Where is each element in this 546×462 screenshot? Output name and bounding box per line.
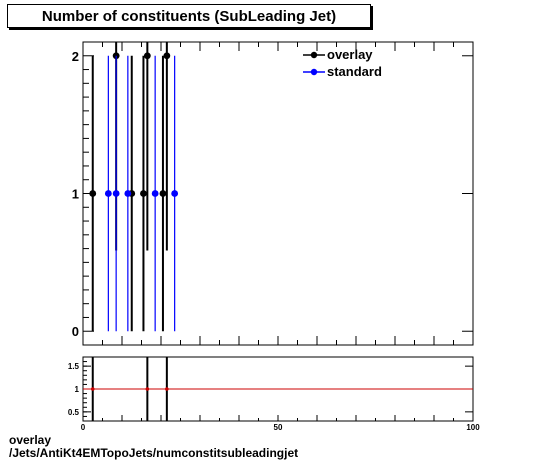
series-overlay: [89, 42, 171, 332]
ratio-point: [165, 387, 169, 391]
standard-point: [151, 190, 159, 197]
standard-point: [171, 190, 179, 197]
main-y-tick-label: 1: [72, 187, 79, 202]
series-standard: [104, 55, 179, 332]
legend-overlay-marker: [310, 51, 318, 59]
title-box: Number of constituents (SubLeading Jet): [7, 4, 371, 28]
standard-point: [124, 190, 132, 197]
overlay-point: [163, 52, 171, 60]
legend-standard-marker: [310, 68, 318, 76]
ratio-y-tick-label: 1.5: [68, 362, 80, 371]
legend-overlay-label: overlay: [327, 47, 373, 62]
footer: overlay /Jets/AntiKt4EMTopoJets/numconst…: [9, 434, 298, 460]
main-y-tick-label: 2: [72, 49, 79, 64]
main-y-tick-label: 0: [72, 324, 79, 339]
ratio-x-tick-label: 100: [466, 423, 480, 432]
overlay-point: [89, 190, 97, 197]
ratio-point: [145, 387, 150, 391]
ratio-x-tick-label: 50: [274, 423, 283, 432]
ratio-y-tick-label: 0.5: [68, 408, 80, 417]
main-plot-frame: 0 1 2: [72, 41, 474, 346]
overlay-point: [140, 190, 147, 197]
legend-standard-label: standard: [327, 64, 382, 79]
ratio-x-tick-label: 0: [81, 423, 86, 432]
standard-point: [112, 190, 120, 197]
footer-line-2: /Jets/AntiKt4EMTopoJets/numconstitsublea…: [9, 446, 299, 460]
ratio-plot-frame: 0.5 1 1.5 0 50 100: [68, 356, 480, 432]
overlay-point: [143, 52, 151, 60]
chart-title: Number of constituents (SubLeading Jet): [41, 8, 337, 25]
footer-line-1: overlay: [9, 433, 52, 447]
overlay-point: [159, 190, 167, 197]
ratio-y-tick-label: 1: [75, 385, 80, 394]
ratio-point: [90, 387, 95, 391]
standard-point: [104, 190, 112, 197]
legend: overlay standard: [303, 47, 382, 79]
